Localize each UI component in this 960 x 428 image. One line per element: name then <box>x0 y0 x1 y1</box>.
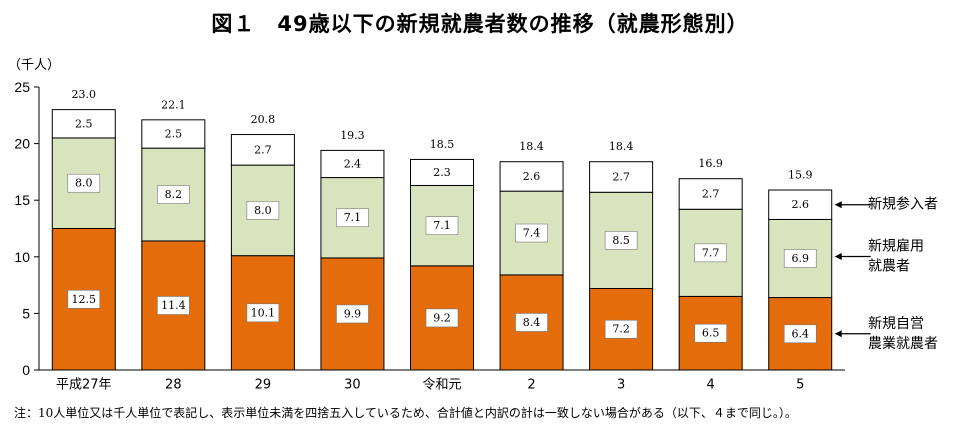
legend-arrowhead <box>834 201 842 209</box>
data-label-box <box>515 313 548 332</box>
data-label-box <box>157 124 190 143</box>
legend-label: 新規雇用 <box>868 237 924 254</box>
data-label: 9.9 <box>344 307 362 320</box>
data-label: 2.7 <box>612 170 630 183</box>
legend-label: 新規自営 <box>868 316 924 332</box>
data-label: 6.9 <box>791 252 809 265</box>
data-label: 6.4 <box>791 327 809 340</box>
y-tick-label: 0 <box>22 362 30 378</box>
total-label: 18.4 <box>609 140 634 153</box>
data-label: 7.1 <box>433 219 451 232</box>
data-label-box <box>157 185 190 204</box>
x-tick-label: 2 <box>527 378 535 393</box>
data-label: 7.1 <box>344 211 362 224</box>
data-label: 2.6 <box>523 170 541 183</box>
y-axis-unit-label: （千人） <box>8 58 61 73</box>
data-label: 11.4 <box>161 299 186 312</box>
data-label-box <box>783 324 817 344</box>
data-label-box <box>425 308 459 328</box>
data-label: 2.7 <box>254 143 272 156</box>
x-tick-label: 平成27年 <box>56 378 112 393</box>
data-label: 2.5 <box>75 117 93 130</box>
legend-arrowhead <box>834 252 842 260</box>
y-tick-label: 20 <box>14 136 30 152</box>
data-label-box <box>515 167 548 186</box>
total-label: 23.0 <box>72 88 97 101</box>
x-tick-label: 令和元 <box>422 378 461 393</box>
data-label-box <box>336 154 369 173</box>
data-label: 8.5 <box>612 234 630 247</box>
footnote: 注：10人単位又は千人単位で表記し、表示単位未満を四捨五入しているため、合計値と… <box>14 406 797 420</box>
legend-arrowhead <box>834 330 842 338</box>
data-label: 8.4 <box>523 316 541 329</box>
data-label: 7.4 <box>523 227 541 240</box>
data-label-box <box>694 184 727 203</box>
data-label: 7.7 <box>702 246 720 259</box>
total-label: 18.5 <box>430 138 455 151</box>
x-tick-label: 29 <box>255 378 272 393</box>
data-label-box <box>604 231 638 250</box>
data-label-box <box>157 296 190 315</box>
total-label: 18.4 <box>519 140 544 153</box>
data-label-box <box>426 163 458 182</box>
data-label: 2.7 <box>702 187 720 200</box>
data-label: 2.6 <box>791 198 809 211</box>
data-label-box <box>246 140 279 159</box>
data-label-box <box>783 249 817 268</box>
total-label: 15.9 <box>788 169 813 182</box>
legend-label: 就農者 <box>868 258 910 274</box>
bar-segment <box>589 287 654 371</box>
data-label-box <box>604 319 638 339</box>
chart-title: 図１ 49歳以下の新規就農者数の推移（就農形態別） <box>211 12 749 36</box>
y-tick-label: 5 <box>22 305 30 321</box>
data-label-box <box>425 216 459 235</box>
data-label: 12.5 <box>72 293 97 306</box>
data-label-box <box>67 173 101 193</box>
legend-label: 新規参入者 <box>868 196 938 213</box>
total-label: 19.3 <box>340 129 365 142</box>
data-label: 8.0 <box>75 177 93 190</box>
x-tick-label: 30 <box>344 378 361 393</box>
data-label: 2.5 <box>165 127 183 140</box>
x-tick-label: 3 <box>617 378 625 393</box>
total-label: 20.8 <box>251 113 276 126</box>
data-label-box <box>67 114 100 133</box>
data-label: 6.5 <box>702 327 720 340</box>
y-tick-label: 25 <box>14 79 30 95</box>
data-label-box <box>336 208 369 228</box>
data-label: 7.2 <box>612 323 630 336</box>
y-tick-label: 10 <box>14 249 30 265</box>
data-label-box <box>784 195 817 214</box>
data-label-box <box>694 243 727 263</box>
data-label-box <box>336 304 369 324</box>
data-label-box <box>246 201 280 220</box>
total-label: 22.1 <box>161 98 186 111</box>
x-tick-label: 5 <box>796 378 804 393</box>
data-label: 2.4 <box>344 157 362 170</box>
total-label: 16.9 <box>698 157 723 170</box>
data-label: 9.2 <box>433 311 451 324</box>
data-label: 8.2 <box>165 188 183 201</box>
data-label-box <box>246 303 280 323</box>
data-label-box <box>605 167 638 186</box>
legend-label: 農業就農者 <box>868 336 938 352</box>
y-tick-label: 15 <box>14 192 30 208</box>
x-tick-label: 28 <box>165 378 182 393</box>
data-label-box <box>515 223 548 243</box>
data-label-box <box>67 289 101 309</box>
x-tick-label: 4 <box>707 378 715 393</box>
data-label: 2.3 <box>433 166 451 179</box>
data-label: 8.0 <box>254 204 272 217</box>
data-label-box <box>694 323 727 343</box>
data-label: 10.1 <box>251 306 276 319</box>
